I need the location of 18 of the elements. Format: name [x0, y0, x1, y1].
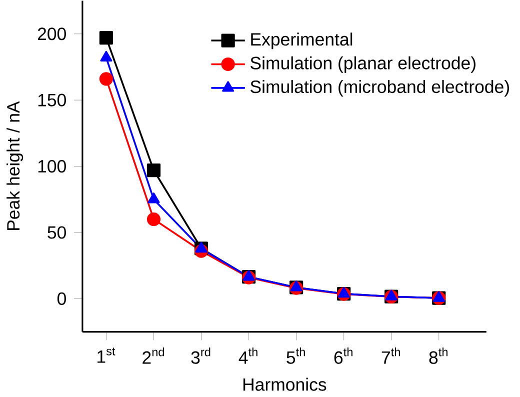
x-tick-label: 2$^{nd}$ — [142, 347, 164, 364]
x-tick-label: 5$^{th}$ — [286, 347, 305, 364]
x-tick-label: 3$^{rd}$ — [191, 347, 210, 364]
y-tick-label: 100 — [38, 160, 66, 172]
x-tick-label: 6$^{th}$ — [334, 347, 352, 364]
legend-label: Simulation (planar electrode) — [250, 56, 476, 73]
x-tick-label: 7$^{th}$ — [382, 347, 400, 364]
legend-label: Experimental — [251, 32, 352, 49]
y-tick-label: 200 — [38, 27, 66, 40]
legend-label: Simulation (microband electrode) — [250, 80, 509, 96]
y-tick-label: 150 — [38, 94, 66, 106]
x-tick-label: 8$^{th}$ — [429, 347, 448, 364]
x-tick-label: 4$^{th}$ — [238, 347, 258, 364]
x-tick-label: 1$^{st}$ — [98, 347, 116, 363]
y-axis-title: Peak height / nA — [6, 101, 24, 230]
x-axis-title: Harmonics — [243, 378, 326, 391]
y-tick-label: 50 — [48, 226, 66, 239]
y-tick-label: 0 — [57, 292, 66, 305]
